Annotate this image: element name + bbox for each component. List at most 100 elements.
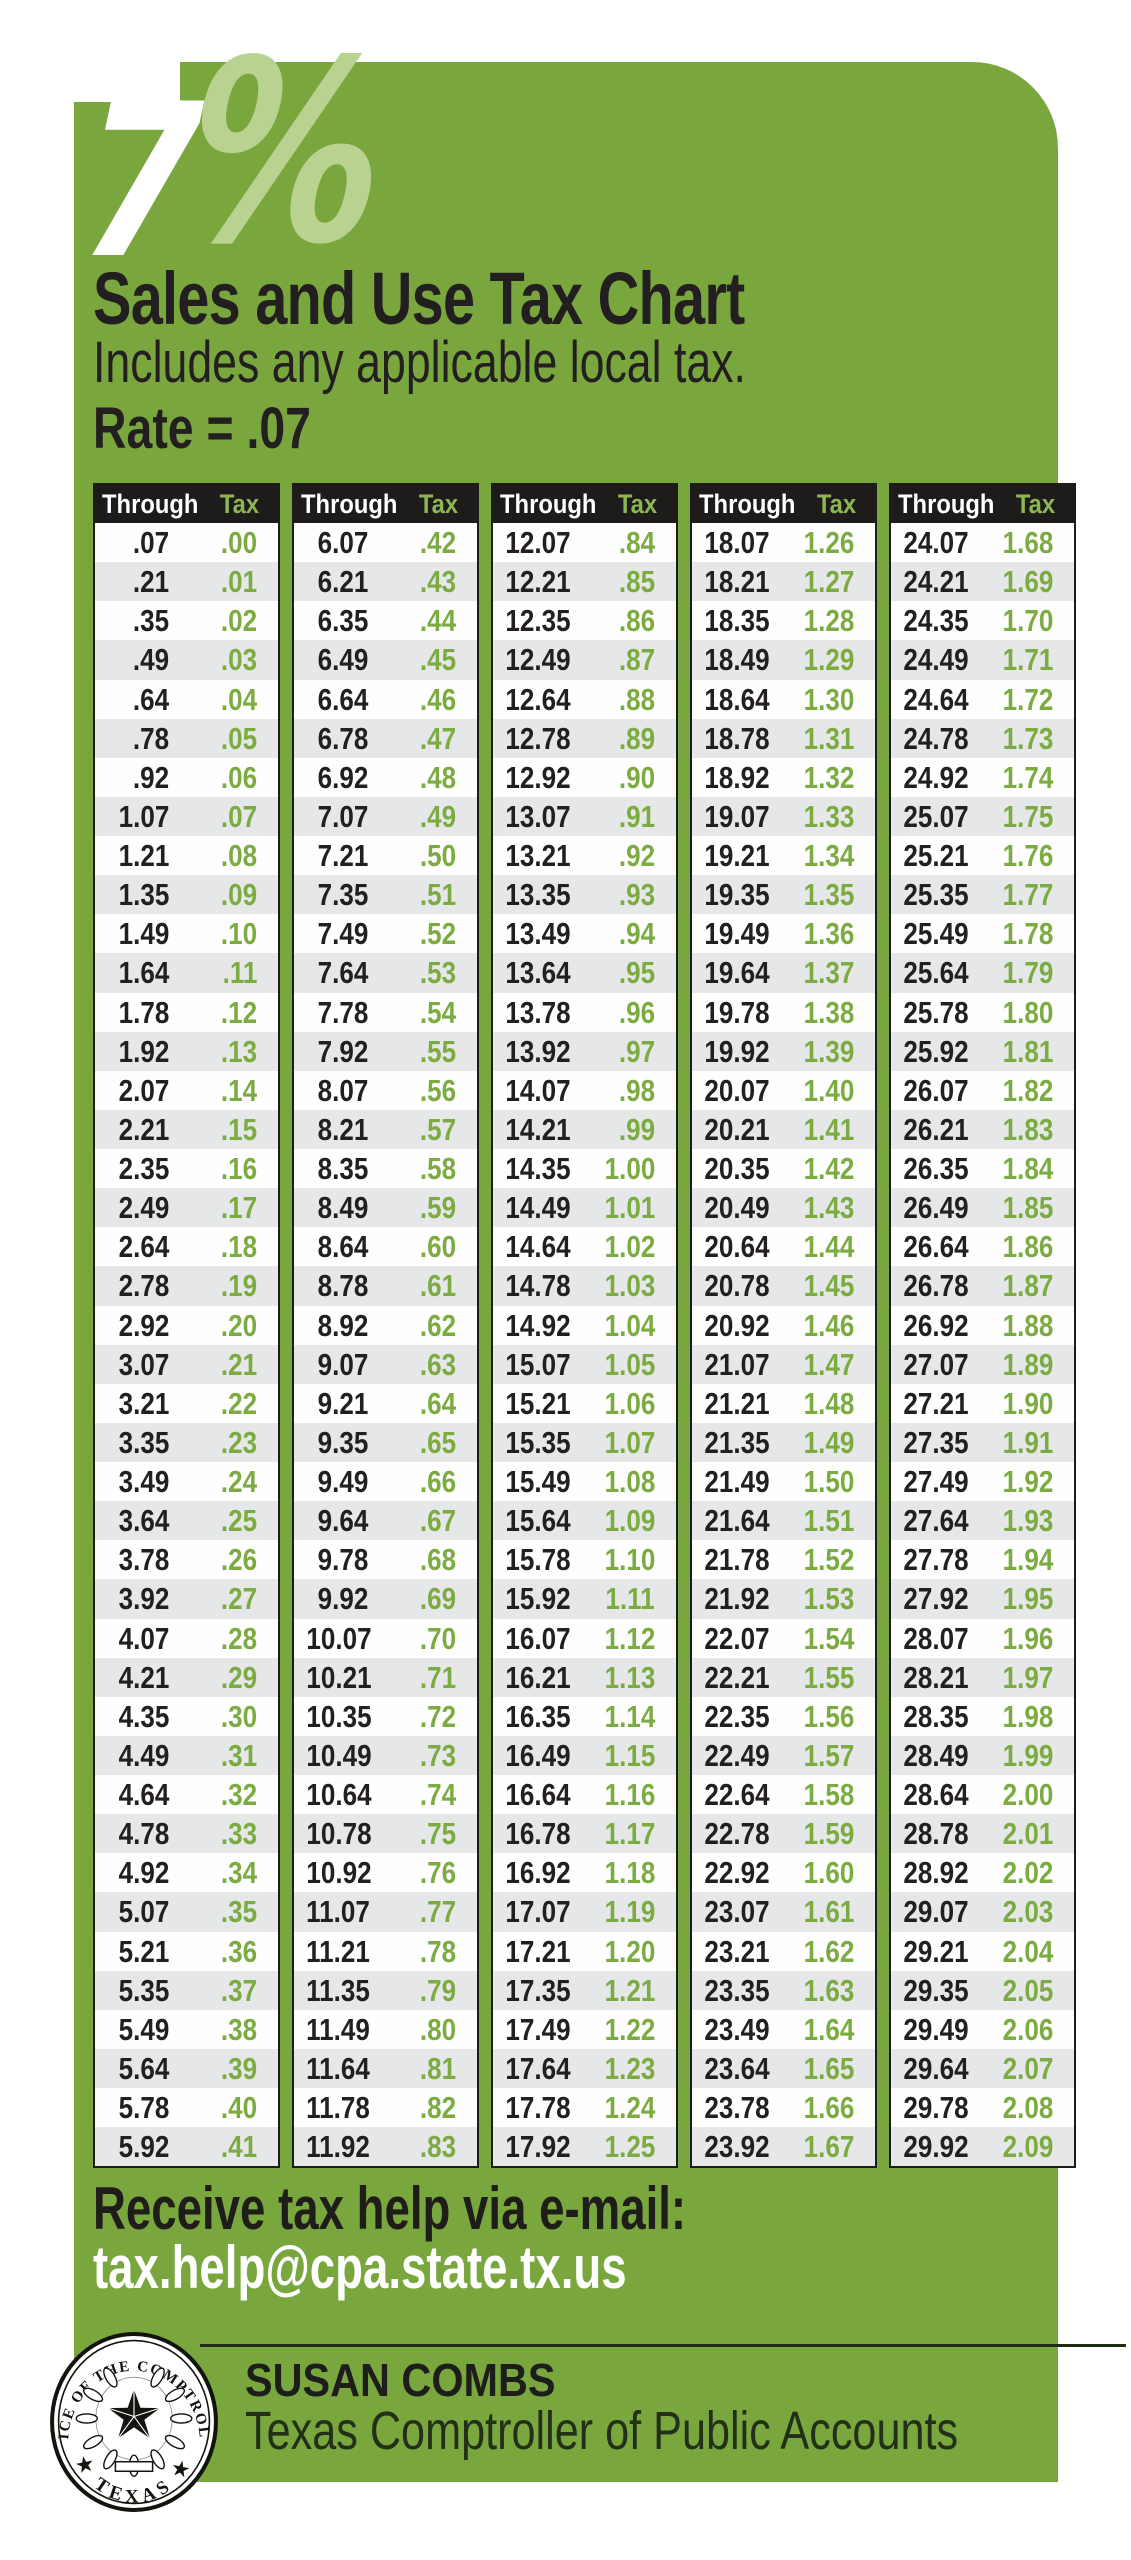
table-row: 25.35 1.77: [891, 875, 1074, 915]
through-value: 6.49: [317, 642, 369, 678]
tax-value: 1.34: [803, 838, 854, 874]
table-row: 28.21 1.97: [891, 1657, 1074, 1697]
through-value: 20.64: [704, 1229, 770, 1265]
table-row: 29.07 2.03: [891, 1892, 1074, 1932]
tax-value: .79: [419, 1972, 456, 2008]
through-value: 4.64: [118, 1777, 170, 1813]
table-row: 3.07 .21: [95, 1344, 278, 1384]
tax-value: .08: [220, 838, 257, 874]
table-row: 27.64 1.93: [891, 1501, 1074, 1541]
table-row: 20.21 1.41: [692, 1109, 875, 1149]
through-value: 26.78: [903, 1268, 969, 1304]
table-row: 11.78 .82: [294, 2088, 477, 2128]
table-row: 10.78 .75: [294, 1814, 477, 1854]
tax-value: 1.95: [1002, 1581, 1053, 1617]
through-value: 10.64: [306, 1777, 372, 1813]
table-row: 11.21 .78: [294, 1931, 477, 1971]
tax-value: .64: [419, 1385, 456, 1421]
through-value: 11.64: [306, 2050, 370, 2086]
tax-value: 1.05: [604, 1346, 655, 1382]
tax-value: .15: [220, 1111, 257, 1147]
table-row: 13.49 .94: [493, 914, 676, 954]
table-row: 25.64 1.79: [891, 953, 1074, 993]
tax-tables: Through Tax .07 .00 .21 .01 .35 .02 .49 .03 .64 .04…: [93, 483, 1076, 2169]
tax-value: .36: [220, 1933, 257, 1969]
tax-value: 1.92: [1002, 1464, 1053, 1500]
table-row: 1.64 .11: [95, 953, 278, 993]
table-row: 20.78 1.45: [692, 1266, 875, 1306]
tax-value: 1.67: [803, 2129, 854, 2165]
tax-value: .07: [220, 798, 257, 834]
tax-value: 1.36: [803, 916, 854, 952]
tax-value: .67: [419, 1503, 456, 1539]
through-value: 3.07: [118, 1346, 170, 1382]
table-row: 2.92 .20: [95, 1305, 278, 1345]
table-row: 16.92 1.18: [493, 1853, 676, 1893]
table-row: 26.64 1.86: [891, 1227, 1074, 1267]
tax-value: 1.07: [604, 1424, 655, 1460]
percent-sign-icon: %: [155, 7, 415, 300]
through-value: 12.78: [505, 720, 571, 756]
tax-value: 1.39: [803, 1033, 854, 1069]
tax-value: 1.12: [604, 1620, 655, 1656]
table-row: 12.21 .85: [493, 562, 676, 602]
through-value: 13.21: [505, 838, 571, 874]
table-row: 16.78 1.17: [493, 1814, 676, 1854]
table-row: 18.64 1.30: [692, 679, 875, 719]
table-row: 21.78 1.52: [692, 1540, 875, 1580]
tax-value: .10: [220, 916, 257, 952]
through-value: 6.35: [317, 603, 369, 639]
table-row: 28.07 1.96: [891, 1618, 1074, 1658]
through-value: 13.07: [505, 798, 571, 834]
tax-value: 1.45: [803, 1268, 854, 1304]
table-row: 7.92 .55: [294, 1031, 477, 1071]
table-row: 18.35 1.28: [692, 601, 875, 641]
table-row: 3.92 .27: [95, 1579, 278, 1619]
tax-value: 1.88: [1002, 1307, 1053, 1343]
table-row: 2.07 .14: [95, 1070, 278, 1110]
through-value: 29.35: [903, 1972, 969, 2008]
through-value: .49: [133, 642, 170, 678]
tax-value: 1.83: [1002, 1111, 1053, 1147]
tax-value: .42: [419, 525, 456, 561]
through-value: 2.92: [118, 1307, 170, 1343]
tax-value: 1.82: [1002, 1072, 1053, 1108]
through-value: 17.64: [505, 2050, 571, 2086]
table-row: 27.78 1.94: [891, 1540, 1074, 1580]
tax-value: 1.10: [604, 1542, 655, 1578]
through-value: 21.35: [704, 1424, 770, 1460]
tax-table: Through Tax .07 .00 .21 .01 .35 .02 .49 .03 .64 .04…: [93, 483, 280, 2169]
tax-value: .59: [419, 1190, 456, 1226]
table-row: 23.07 1.61: [692, 1892, 875, 1932]
tax-value: 1.00: [604, 1151, 655, 1187]
through-value: 16.49: [505, 1737, 571, 1773]
through-value: 10.21: [306, 1659, 372, 1695]
through-value: 17.92: [505, 2129, 571, 2165]
table-row: 13.92 .97: [493, 1031, 676, 1071]
tax-value: 1.61: [803, 1894, 854, 1930]
table-row: 29.64 2.07: [891, 2048, 1074, 2088]
tax-value: 1.73: [1002, 720, 1053, 756]
tax-value: .76: [419, 1855, 456, 1891]
through-value: 6.07: [317, 525, 369, 561]
table-row: 4.07 .28: [95, 1618, 278, 1658]
through-value: 20.07: [704, 1072, 770, 1108]
table-row: 14.78 1.03: [493, 1266, 676, 1306]
through-value: 5.49: [118, 2011, 170, 2047]
tax-value: .17: [220, 1190, 257, 1226]
tax-value: 2.00: [1002, 1777, 1053, 1813]
through-value: 1.07: [118, 798, 170, 834]
through-value: 20.78: [704, 1268, 770, 1304]
table-row: 18.92 1.32: [692, 757, 875, 797]
through-value: 19.07: [704, 798, 770, 834]
tax-value: .61: [419, 1268, 456, 1304]
tax-value: 1.63: [803, 1972, 854, 2008]
tax-column-header: Tax: [817, 488, 857, 519]
table-row: 8.21 .57: [294, 1109, 477, 1149]
through-value: 20.21: [704, 1111, 770, 1147]
tax-value: 1.74: [1002, 759, 1053, 795]
tax-value: 1.46: [803, 1307, 854, 1343]
tax-value: 1.30: [803, 681, 854, 717]
through-value: 28.35: [903, 1698, 969, 1734]
table-row: 11.35 .79: [294, 1970, 477, 2010]
